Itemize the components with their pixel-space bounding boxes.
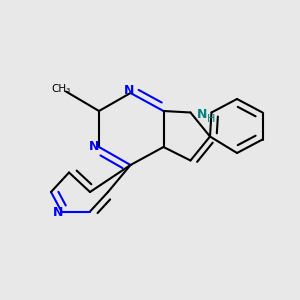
Text: H: H bbox=[207, 113, 215, 124]
Text: CH₃: CH₃ bbox=[51, 84, 70, 94]
Text: N: N bbox=[53, 206, 64, 220]
Text: N: N bbox=[196, 107, 207, 121]
Text: N: N bbox=[89, 140, 100, 154]
Text: N: N bbox=[124, 83, 134, 97]
